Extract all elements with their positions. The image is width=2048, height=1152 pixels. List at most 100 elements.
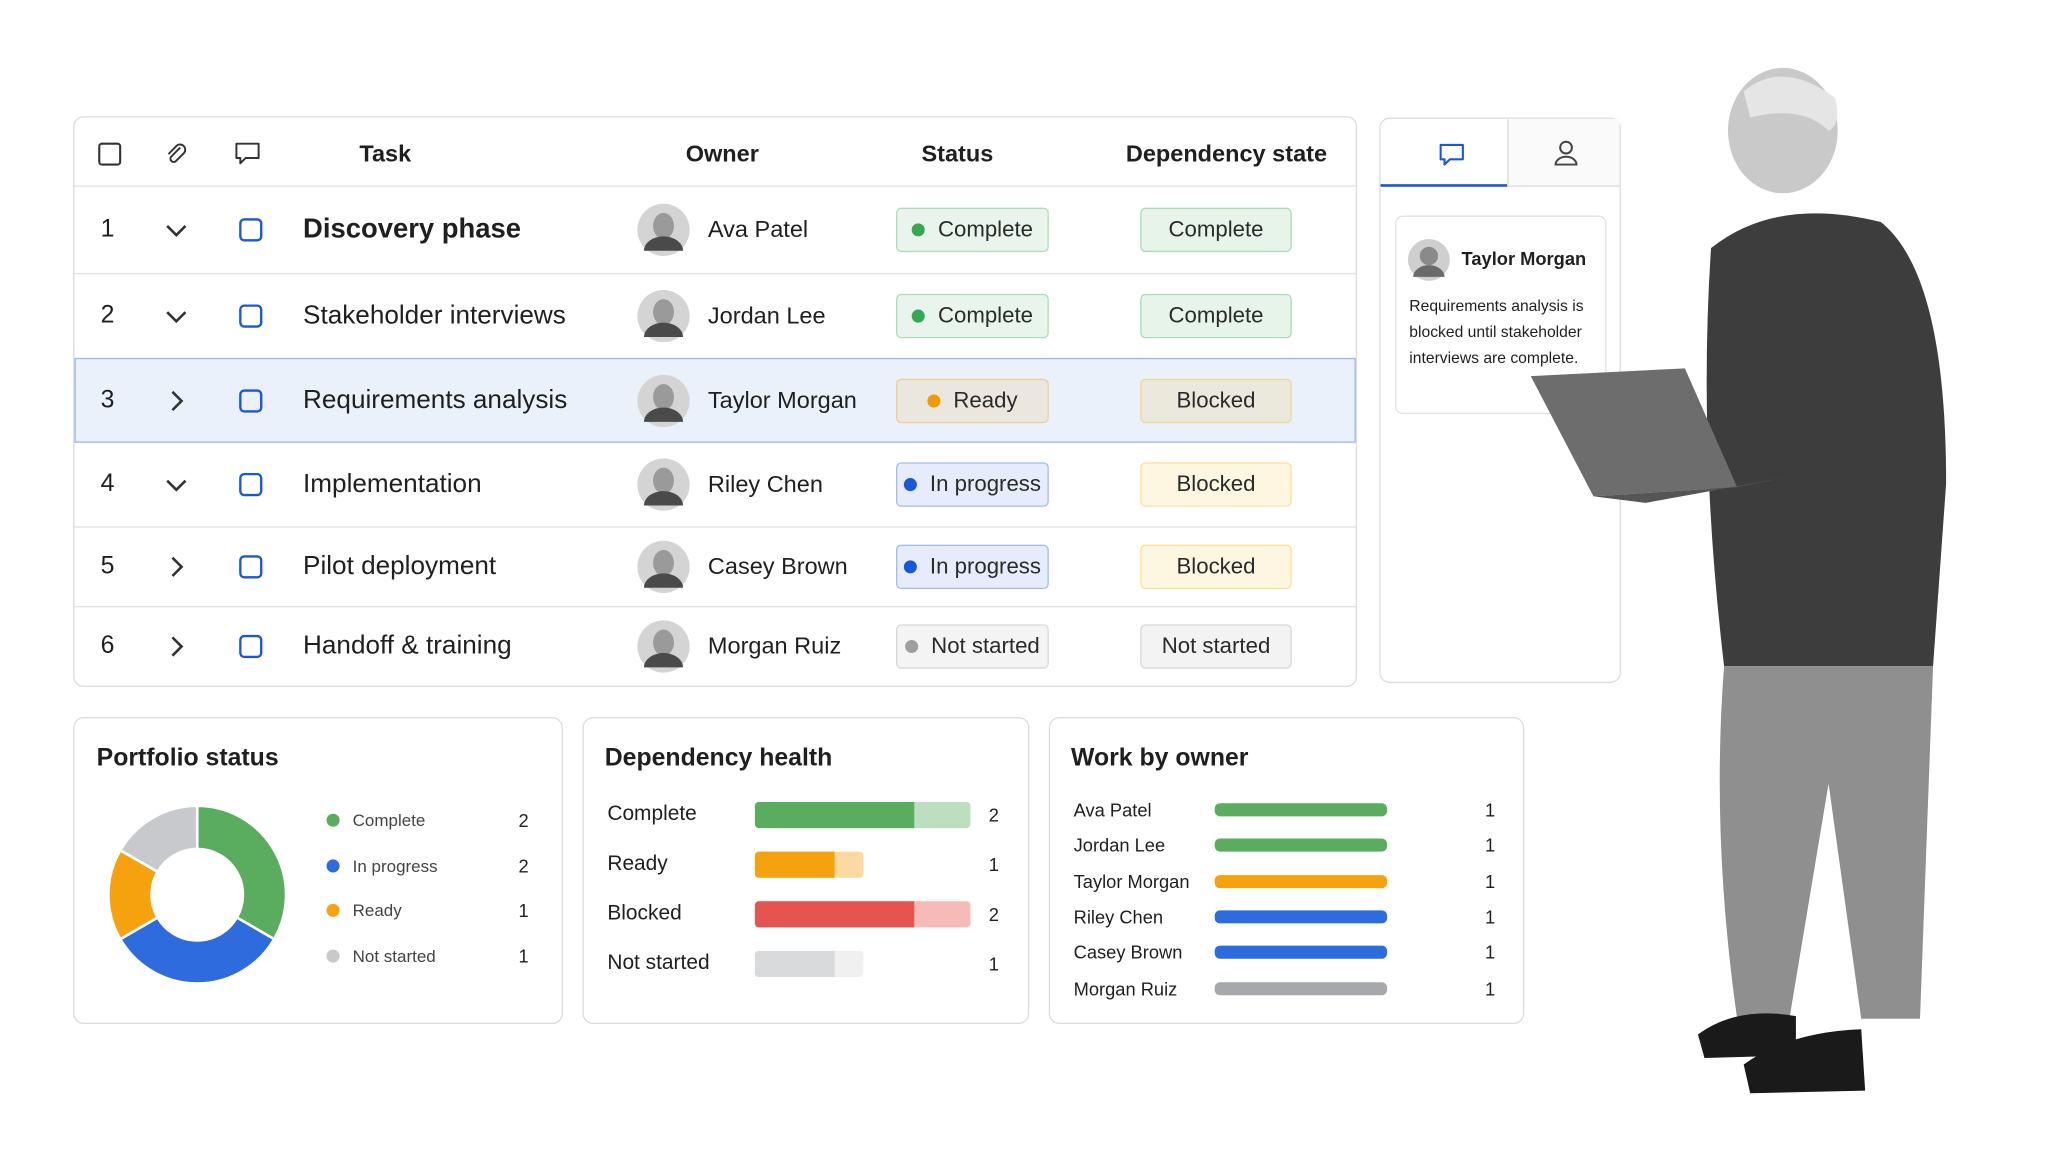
comment-card: Taylor Morgan Requirements analysis is b… xyxy=(1394,215,1607,415)
chevron xyxy=(171,556,184,577)
row-checkbox[interactable] xyxy=(239,388,263,413)
select-all-checkbox[interactable] xyxy=(98,142,122,166)
bar xyxy=(754,851,835,878)
row-divider xyxy=(74,526,1356,528)
checkbox-box xyxy=(239,388,263,412)
owner-name: Taylor Morgan xyxy=(707,386,857,413)
donut-segment xyxy=(118,804,199,874)
expand-toggle[interactable] xyxy=(165,304,189,328)
avatar-body xyxy=(643,406,684,422)
row-checkbox[interactable] xyxy=(239,554,263,578)
legend-dot xyxy=(326,948,340,962)
checkbox-box xyxy=(239,218,263,242)
avatar-face xyxy=(653,298,674,325)
legend-label: Ready xyxy=(352,900,402,921)
legend-dot xyxy=(326,813,340,827)
comments-tab[interactable] xyxy=(1380,119,1508,187)
status-pill: Complete xyxy=(895,207,1049,253)
status-dot xyxy=(911,308,925,322)
owner-label: Taylor Morgan xyxy=(1073,870,1190,892)
status-pill: In progress xyxy=(895,543,1049,589)
column-header: Status xyxy=(921,140,994,167)
status-dot xyxy=(903,559,917,573)
legend-label: Not started xyxy=(352,945,436,966)
expand-toggle[interactable] xyxy=(165,389,189,413)
bar-count: 1 xyxy=(1485,906,1496,928)
row-checkbox[interactable] xyxy=(239,303,263,328)
avatar-face xyxy=(653,383,674,410)
chevron xyxy=(171,390,184,411)
expand-toggle[interactable] xyxy=(165,218,189,242)
avatar xyxy=(637,203,690,256)
task-table: Task Owner Status Dependency state 1 Disc… xyxy=(73,116,1358,688)
selected-row xyxy=(74,357,1356,443)
dependency-pill: Blocked xyxy=(1140,378,1292,423)
bar-count: 1 xyxy=(988,953,999,975)
owner-label: Jordan Lee xyxy=(1073,834,1166,856)
attachment-icon[interactable] xyxy=(163,141,189,167)
bar-count: 1 xyxy=(1485,799,1496,821)
avatar xyxy=(637,540,690,593)
status-pill: Not started xyxy=(895,623,1049,669)
category-label: Not started xyxy=(607,952,710,975)
legend-dot xyxy=(326,903,340,917)
avatar xyxy=(637,289,690,342)
widget-title: Work by owner xyxy=(1071,744,1249,772)
task-name: Handoff & training xyxy=(303,630,512,660)
status-label: Ready xyxy=(953,387,1018,413)
expand-toggle[interactable] xyxy=(165,634,189,658)
bar-count: 2 xyxy=(988,804,999,826)
row-checkbox[interactable] xyxy=(239,472,263,497)
status-dot xyxy=(905,639,919,653)
task-name: Requirements analysis xyxy=(303,385,568,415)
bar xyxy=(754,901,915,928)
avatar-body xyxy=(643,652,684,667)
owner-name: Riley Chen xyxy=(707,470,823,497)
avatar-face xyxy=(653,628,674,656)
status-pill: In progress xyxy=(895,462,1049,507)
legend-count: 2 xyxy=(518,854,529,876)
dependency-pill: Blocked xyxy=(1140,543,1292,589)
category-label: Ready xyxy=(607,852,668,876)
owner-name: Jordan Lee xyxy=(707,301,826,328)
owner-label: Riley Chen xyxy=(1073,906,1164,928)
avatar xyxy=(637,374,690,427)
person-illustration xyxy=(1530,67,1947,1094)
status-label: Complete xyxy=(937,302,1033,328)
row-checkbox[interactable] xyxy=(239,218,263,242)
checkbox-box xyxy=(239,634,263,658)
owner-label: Ava Patel xyxy=(1073,799,1152,821)
row-number: 3 xyxy=(100,385,115,414)
dependency-pill: Complete xyxy=(1140,207,1292,253)
donut-segment xyxy=(118,915,276,985)
bar xyxy=(754,950,835,977)
widget-title: Dependency health xyxy=(604,744,833,772)
row-number: 1 xyxy=(100,215,115,243)
row-divider xyxy=(74,272,1356,275)
donut-segment xyxy=(195,804,288,941)
chevron xyxy=(171,635,184,656)
people-tab[interactable] xyxy=(1507,118,1620,187)
bar xyxy=(1214,838,1388,852)
bar xyxy=(1214,981,1388,995)
avatar-body xyxy=(643,236,684,251)
row-checkbox[interactable] xyxy=(239,634,263,658)
comment-icon[interactable] xyxy=(234,141,263,167)
expand-toggle[interactable] xyxy=(165,554,189,578)
bar-count: 2 xyxy=(988,903,999,925)
bar xyxy=(1214,803,1388,817)
owner-label: Casey Brown xyxy=(1073,941,1183,963)
task-name: Discovery phase xyxy=(303,214,522,245)
bar xyxy=(1214,910,1388,924)
column-header: Owner xyxy=(685,140,759,167)
portfolio-widget: Portfolio status Complete 2 In progress 2 Re… xyxy=(73,717,563,1024)
avatar-face xyxy=(653,549,674,576)
bar xyxy=(1214,945,1388,959)
task-name: Pilot deployment xyxy=(303,551,497,580)
status-dot xyxy=(911,223,925,237)
bar-count: 1 xyxy=(1485,977,1496,999)
bar xyxy=(1214,874,1388,888)
expand-toggle[interactable] xyxy=(165,473,189,497)
avatar xyxy=(1407,239,1450,281)
